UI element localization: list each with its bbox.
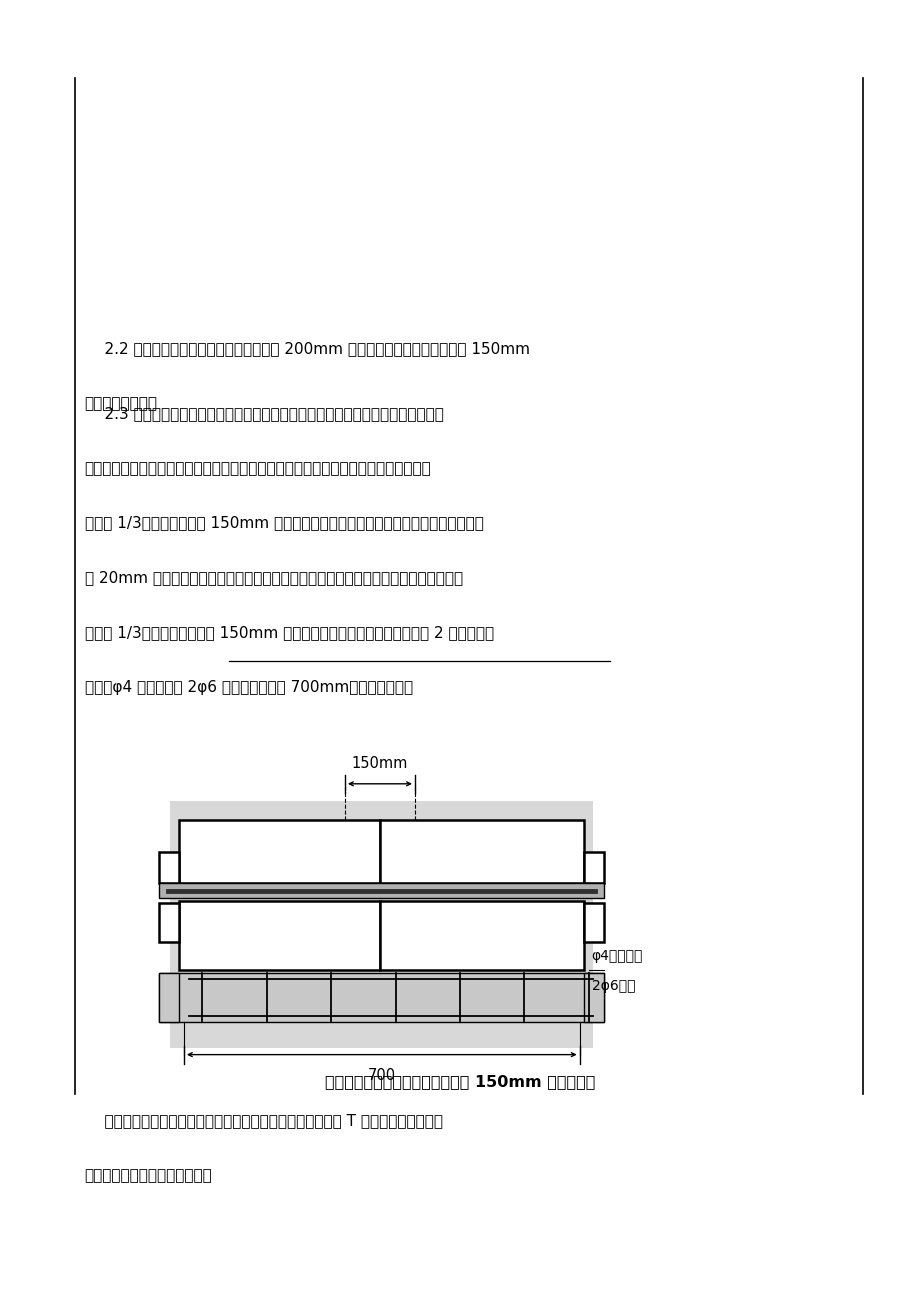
Text: 的防水混凝土台。: 的防水混凝土台。 [85, 396, 157, 411]
Text: 长度的 1/3。长度小于等于 150mm 的砌块不得上墙。砌筑最底层砌块时，当灰缝厚度大: 长度的 1/3。长度小于等于 150mm 的砌块不得上墙。砌筑最底层砌块时，当灰… [85, 516, 483, 531]
Bar [159, 904, 179, 943]
Bar [380, 901, 584, 970]
Bar [179, 820, 380, 883]
Bar [179, 901, 380, 970]
Bar [159, 973, 604, 1022]
Text: 砌块墙的转角处，应隔皮纵、横墙砌块相互搭砌。砌块墙的 T 字交接处，应使横墙: 砌块墙的转角处，应隔皮纵、横墙砌块相互搭砌。砌块墙的 T 字交接处，应使横墙 [85, 1113, 442, 1129]
Text: 砌块隔皮断面露头。详见下图。: 砌块隔皮断面露头。详见下图。 [85, 1168, 212, 1184]
Bar [380, 820, 584, 883]
Bar [159, 883, 604, 898]
Text: 手锯、切割机等工具锯裁整齐，并保护好砌块的棱角，锯裁砌块的长度不应小于砌块总: 手锯、切割机等工具锯裁整齐，并保护好砌块的棱角，锯裁砌块的长度不应小于砌块总 [85, 461, 431, 477]
Text: 700: 700 [368, 1068, 395, 1083]
Bar [584, 904, 604, 943]
Text: 150mm: 150mm [351, 755, 408, 771]
Text: φ4钢筋网片: φ4钢筋网片 [591, 949, 642, 963]
Bar [159, 973, 179, 1022]
Text: 2.2 加气混凝土砌块砌筑时，墙底部应砌 200mm 高的灰砂砖。卫生间部位浇筑 150mm: 2.2 加气混凝土砌块砌筑时，墙底部应砌 200mm 高的灰砂砖。卫生间部位浇筑… [85, 341, 529, 357]
Bar [584, 973, 604, 1022]
Text: 总长的 1/3。当搭砌长度小于 150mm 时，即形成通缝，竖向通缝不应大于 2 皮砌块，否: 总长的 1/3。当搭砌长度小于 150mm 时，即形成通缝，竖向通缝不应大于 2… [85, 625, 494, 641]
Bar [159, 852, 179, 883]
Bar [584, 852, 604, 883]
Text: 于 20mm 时应使用细石混凝土铺密实，上下皮灰缝应错开搭砌，搭砌长度不应小于砌块: 于 20mm 时应使用细石混凝土铺密实，上下皮灰缝应错开搭砌，搭砌长度不应小于砌… [85, 570, 462, 586]
Text: 2φ6钢筋: 2φ6钢筋 [591, 979, 634, 993]
Text: 2.3 砌筑时应预先试排砌块，并优先使用整体砌块。不得已须断开砌块时，应使用: 2.3 砌筑时应预先试排砌块，并优先使用整体砌块。不得已须断开砌块时，应使用 [85, 406, 443, 422]
Text: 加气混凝土砌块砌筑搭砌长度小于 150mm 时处理方法: 加气混凝土砌块砌筑搭砌长度小于 150mm 时处理方法 [324, 1074, 595, 1090]
Bar [170, 801, 593, 1048]
Text: 则应配φ4 钢筋网片或 2φ6 钢筋，长度宜为 700mm，如下图所示。: 则应配φ4 钢筋网片或 2φ6 钢筋，长度宜为 700mm，如下图所示。 [85, 680, 413, 695]
